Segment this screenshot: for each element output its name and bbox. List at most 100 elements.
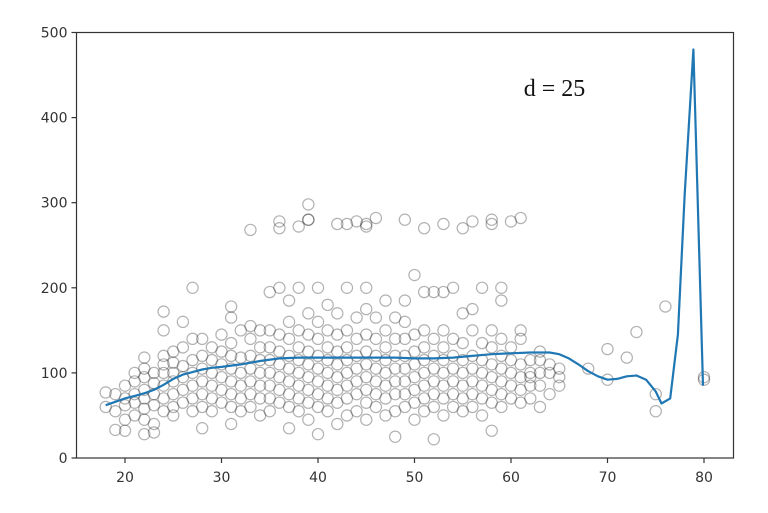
- data-point: [282, 422, 296, 435]
- data-point: [533, 366, 547, 380]
- data-point: [398, 362, 412, 375]
- data-point: [224, 311, 238, 324]
- data-point: [311, 427, 325, 441]
- data-point: [659, 300, 672, 313]
- data-point: [408, 328, 421, 341]
- data-point: [437, 217, 450, 231]
- data-point: [475, 409, 489, 422]
- data-point: [369, 311, 383, 324]
- data-point: [273, 370, 286, 384]
- data-point: [360, 383, 373, 397]
- data-point: [553, 370, 566, 384]
- data-point: [340, 379, 354, 392]
- data-point: [427, 400, 440, 414]
- data-point: [485, 383, 498, 397]
- data-point: [340, 324, 354, 337]
- data-point: [186, 281, 199, 294]
- data-point: [331, 358, 344, 371]
- data-point: [302, 198, 315, 211]
- data-point: [128, 375, 141, 388]
- data-point: [215, 358, 228, 371]
- data-point: [475, 336, 489, 350]
- data-point: [311, 349, 325, 363]
- data-point: [292, 281, 305, 294]
- data-point: [331, 217, 344, 231]
- data-point: [485, 424, 498, 437]
- data-point: [147, 399, 161, 412]
- data-point: [321, 341, 334, 354]
- data-point: [292, 220, 305, 233]
- data-point: [302, 213, 315, 226]
- data-point: [340, 409, 354, 422]
- data-point: [495, 281, 508, 294]
- data-point: [253, 366, 267, 380]
- data-point: [475, 379, 489, 392]
- data-point: [466, 387, 479, 401]
- y-tick-label: 0: [59, 451, 68, 467]
- x-tick-label: 50: [406, 470, 424, 486]
- data-point: [446, 349, 460, 363]
- data-point: [311, 281, 325, 294]
- data-point: [504, 366, 518, 380]
- data-point: [234, 351, 247, 364]
- data-point: [360, 302, 373, 316]
- data-point: [437, 366, 450, 380]
- data-point: [456, 379, 469, 392]
- x-tick-label: 20: [116, 470, 134, 486]
- data-point: [340, 281, 354, 294]
- data-point: [292, 379, 305, 392]
- data-point: [195, 332, 209, 346]
- data-point: [524, 353, 537, 367]
- data-point: [253, 392, 267, 405]
- data-point: [360, 396, 373, 409]
- data-point: [466, 215, 479, 228]
- data-point: [157, 404, 170, 418]
- data-point: [128, 409, 141, 422]
- data-point: [321, 392, 334, 405]
- data-point: [215, 370, 228, 384]
- data-point: [524, 379, 537, 392]
- data-point: [350, 349, 363, 363]
- data-point: [118, 424, 132, 437]
- data-point: [417, 404, 431, 418]
- y-tick-label: 100: [41, 366, 68, 382]
- data-point: [427, 387, 440, 401]
- data-point: [466, 324, 479, 337]
- data-point: [437, 285, 450, 299]
- data-point: [167, 387, 180, 401]
- data-point: [224, 375, 238, 388]
- data-point: [514, 358, 527, 371]
- plot-frame: [75, 31, 735, 459]
- data-point: [533, 353, 547, 367]
- data-point: [138, 427, 151, 441]
- data-point: [263, 285, 276, 299]
- data-point: [495, 387, 508, 401]
- data-point: [331, 370, 344, 384]
- data-point: [495, 400, 508, 414]
- data-point: [369, 211, 383, 225]
- data-point: [437, 409, 450, 422]
- data-point: [109, 387, 122, 401]
- data-point: [350, 375, 363, 388]
- data-point: [273, 383, 286, 397]
- data-point: [446, 375, 460, 388]
- data-point: [360, 281, 373, 294]
- data-point: [224, 300, 238, 313]
- data-point: [253, 324, 267, 337]
- data-point: [398, 332, 412, 346]
- data-point: [340, 353, 354, 367]
- data-point: [302, 383, 315, 397]
- data-point: [466, 375, 479, 388]
- data-point: [475, 281, 489, 294]
- data-point: [118, 399, 132, 412]
- data-point: [485, 213, 498, 226]
- data-point: [417, 379, 431, 392]
- data-point: [292, 404, 305, 418]
- data-point: [369, 375, 383, 388]
- data-point: [147, 417, 161, 431]
- data-point: [427, 362, 440, 375]
- data-point: [398, 349, 412, 363]
- data-point: [398, 387, 412, 401]
- data-point: [485, 358, 498, 371]
